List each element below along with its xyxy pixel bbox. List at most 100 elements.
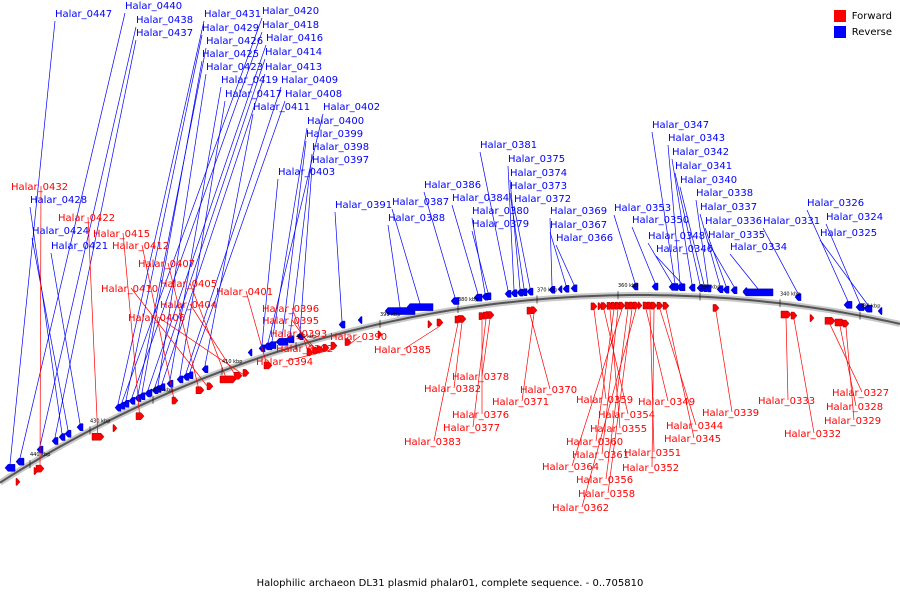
gene-label: Halar_0390 [330,332,387,343]
leader-line [839,325,857,407]
backbone-layer [0,292,900,486]
gene-label: Halar_0346 [656,244,713,255]
gene-label: Halar_0424 [32,226,89,237]
leader-line [649,309,655,453]
gene-label: Halar_0373 [510,181,567,192]
reverse-gene [58,433,66,441]
reverse-gene [64,429,72,438]
gene-label: Halar_0429 [202,23,259,34]
leader-line [347,335,361,346]
reverse-gene [570,284,578,293]
reverse-gene [877,307,883,315]
reverse-gene [176,375,184,384]
leader-line [571,309,623,467]
leader-line [603,309,629,415]
gene-label: Halar_0360 [566,437,623,448]
leader-line [141,60,203,393]
leader-line [529,314,551,390]
forward-gene [662,302,670,310]
leader-line [667,144,681,284]
gene-label: Halar_0383 [404,437,461,448]
tick-label: 440 kbp [30,452,50,458]
gene-label: Halar_0410 [101,284,158,295]
gene-label: Halar_0327 [832,388,889,399]
gene-label: Halar_0397 [312,155,369,166]
reverse-gene [730,286,738,294]
forward-gene [824,317,836,325]
reverse-gene [526,287,534,296]
leader-line [453,322,463,389]
gene-label: Halar_0387 [392,197,449,208]
leader-line [471,230,489,293]
gene-label: Halar_0338 [696,188,753,199]
leaders-layer [9,12,869,508]
leader-line [793,318,815,434]
gene-label: Halar_0380 [472,206,529,217]
gene-label: Halar_0329 [824,416,881,427]
leader-line [647,242,673,284]
leader-line [289,153,313,336]
leader-line [521,313,535,402]
forward-gene [344,338,352,346]
leader-line [189,282,229,384]
gene-label: Halar_0356 [576,475,633,486]
leader-line [631,226,656,284]
gene-label: Halar_0396 [262,304,319,315]
reverse-gene [357,316,363,324]
reverse-gene [742,287,748,295]
reverse-gene [742,288,774,297]
leader-line [391,208,421,304]
gene-label: Halar_0414 [265,47,322,58]
forward-gene [600,302,608,310]
leader-line [185,86,282,374]
tick-label: 340 kbp [780,291,800,297]
legend-forward: Forward [833,8,892,24]
leader-line [299,166,313,333]
reverse-gene [51,437,59,445]
gene-label: Halar_0431 [204,9,261,20]
reverse-gene [722,285,730,294]
forward-gene [809,314,815,322]
reverse-gene [138,392,146,400]
leader-line [157,316,247,377]
tick-label: 370 kbp [537,287,557,293]
gene-label: Halar_0401 [216,287,273,298]
gene-label: Halar_0326 [807,198,864,209]
reverse-gene [716,285,724,293]
gene-label: Halar_0437 [136,28,193,39]
forward-gene [195,386,205,394]
leader-line [671,158,693,285]
features-layer [4,282,883,486]
leader-line [655,255,683,284]
leader-line [785,318,789,401]
gene-label: Halar_0393 [270,329,327,340]
gene-label: Halar_0405 [160,279,217,290]
forward-gene [436,318,444,327]
reverse-gene [704,284,712,293]
labels-layer: Halar_0447 Halar_0440 Halar_0438 Halar_0437… [11,1,889,514]
leader-line [605,309,629,480]
reverse-gene [516,288,524,297]
leader-line [122,232,141,420]
leader-line [54,39,137,438]
reverse-gene [151,386,159,395]
leader-line [39,26,137,447]
forward-gene [590,302,598,311]
leader-line [141,244,176,405]
reverse-gene [166,379,174,388]
leader-line [581,308,637,508]
leader-line [549,217,553,287]
reverse-gene [147,388,153,397]
reverse-gene [562,285,570,293]
gene-label: Halar_0370 [520,385,577,396]
leader-line [285,348,335,362]
leader-line [9,20,56,465]
gene-label: Halar_0432 [11,182,68,193]
forward-gene [233,372,243,380]
gene-label: Halar_0381 [480,140,537,151]
gene-label: Halar_0371 [492,397,549,408]
reverse-gene [520,288,528,296]
leader-line [481,318,491,377]
forward-gene [330,341,338,350]
forward-gene [171,396,179,405]
